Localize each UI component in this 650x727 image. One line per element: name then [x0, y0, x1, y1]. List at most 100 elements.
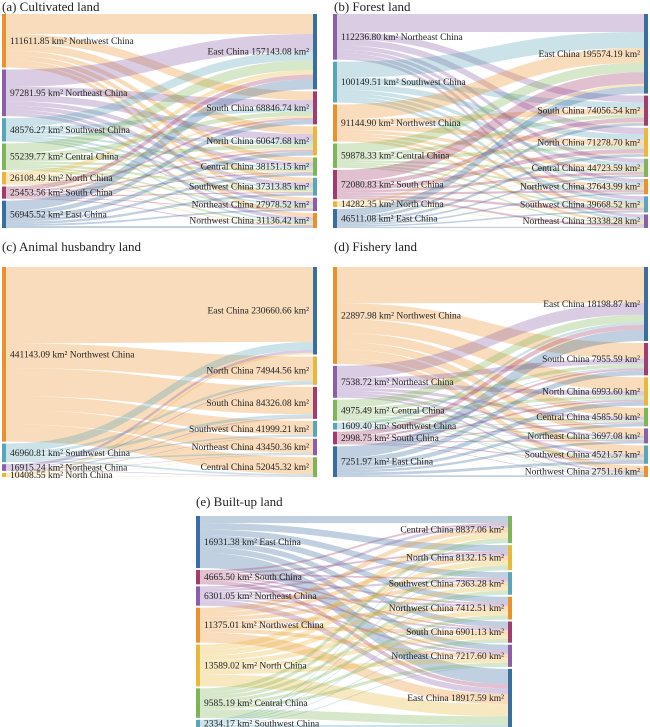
flow-northeast-china-to-northeast-china	[337, 390, 644, 439]
right-node-label: South China 7955.59 km²	[542, 355, 640, 365]
panel-title-forest: (b) Forest land	[334, 0, 411, 14]
flow-southwest-china-to-northwest-china	[200, 618, 508, 724]
flow-northeast-china-to-southwest-china	[337, 52, 644, 200]
flow-north-china-to-southwest-china	[200, 585, 508, 661]
flow-southwest-china-to-southwest-china	[6, 434, 313, 459]
sankey-panel-cultivated-land: 111611.85 km² Northwest China 97281.95 km…	[2, 14, 317, 228]
left-node-label: 10408.55 km² North China	[10, 471, 113, 481]
right-node-label: Northwest China 31136.42 km²	[189, 217, 309, 227]
flow-northwest-china-to-north-china	[6, 343, 313, 381]
flow-south-china-to-southwest-china	[337, 194, 644, 211]
sankey-panel-built-up-land: 16931.38 km² East China 4665.50 km² South…	[196, 516, 512, 727]
flow-northwest-china-to-central-china	[6, 50, 313, 163]
flow-central-china-to-southwest-china	[200, 590, 508, 700]
flow-central-china-to-east-china	[337, 314, 644, 408]
flow-central-china-to-southwest-china	[6, 163, 313, 192]
right-node-label: North China 6993.60 km²	[542, 388, 640, 398]
right-node-central-china	[644, 158, 648, 177]
left-node-label: 55239.77 km² Central China	[10, 153, 119, 163]
right-node-south-china	[508, 621, 512, 643]
right-node-south-china	[644, 342, 648, 376]
left-node-label: 9585.19 km² Central China	[204, 699, 308, 709]
left-node-central-china	[196, 688, 200, 718]
left-node-label: 22897.98 km² Northwest China	[341, 311, 462, 321]
flow-northwest-china-to-southwest-china	[337, 349, 644, 455]
right-node-northeast-china	[508, 644, 512, 667]
flow-northwest-china-to-east-china	[337, 267, 644, 304]
right-node-north-china	[644, 127, 648, 157]
sankey-flows	[337, 267, 644, 477]
flow-northeast-china-to-northeast-china	[6, 109, 313, 205]
flow-east-china-to-northeast-china	[337, 226, 644, 228]
flow-east-china-to-central-china	[337, 423, 644, 471]
panel-title-cultivated: (a) Cultivated land	[2, 0, 100, 14]
right-node-label: South China 84326.08 km²	[206, 399, 309, 409]
flow-south-china-to-northeast-china	[6, 196, 313, 210]
flow-east-china-to-southwest-china	[6, 193, 313, 225]
right-node-label: East China 230660.66 km²	[207, 307, 309, 317]
left-node-south-china	[196, 570, 200, 585]
flow-northwest-china-to-northeast-china	[337, 342, 644, 436]
flow-northwest-china-to-east-china	[6, 14, 313, 34]
flow-east-china-to-south-china	[6, 119, 313, 216]
left-node-southwest-china	[196, 719, 200, 727]
right-node-label: Central China 44723.59 km²	[532, 164, 641, 174]
flow-east-china-to-south-china	[337, 122, 644, 220]
left-node-northwest-china	[333, 267, 337, 364]
flow-northwest-china-to-northwest-china	[337, 358, 644, 472]
right-node-label: Southwest China 7363.28 km²	[389, 579, 504, 589]
flow-northeast-china-to-east-china	[200, 600, 508, 694]
right-node-label: Northeast China 7217.60 km²	[391, 652, 504, 662]
flow-central-china-to-northeast-china	[6, 166, 313, 208]
left-node-label: 11375.01 km² Northwest China	[204, 621, 324, 631]
flow-south-china-to-northeast-china	[200, 578, 508, 653]
flow-northeast-china-to-north-china	[337, 38, 644, 135]
left-node-south-china	[333, 169, 337, 200]
flow-north-china-to-south-china	[6, 115, 313, 179]
flow-south-china-to-east-china	[6, 74, 313, 192]
flow-north-china-to-east-china	[6, 352, 313, 475]
flow-central-china-to-northeast-china	[337, 416, 644, 440]
flow-northwest-china-to-south-china	[6, 368, 313, 415]
panel-title-animal-husbandry: (c) Animal husbandry land	[2, 239, 141, 254]
flow-central-china-to-east-china	[200, 709, 508, 725]
flow-east-china-to-east-china	[337, 329, 644, 458]
left-node-label: 4665.50 km² South China	[204, 573, 303, 583]
flow-north-china-to-east-china	[200, 674, 508, 717]
left-node-northwest-china	[196, 607, 200, 643]
right-node-label: Central China 4585.50 km²	[536, 413, 640, 423]
right-node-label: North China 60647.68 km²	[206, 137, 309, 147]
flow-northwest-china-to-southwest-china	[200, 581, 508, 621]
flow-central-china-to-south-china	[337, 363, 644, 412]
flow-north-china-to-east-china	[6, 69, 313, 177]
flow-central-china-to-northeast-china	[200, 662, 508, 710]
flow-southwest-china-to-northeast-china	[337, 428, 644, 441]
flow-northwest-china-to-north-china	[200, 555, 508, 617]
right-node-label: Central China 8837.06 km²	[400, 526, 504, 536]
flow-southwest-china-to-central-china	[6, 134, 313, 169]
left-node-label: 91144.90 km² Northwest China	[341, 119, 461, 129]
right-node-central-china	[508, 516, 512, 544]
left-node-northeast-china	[333, 14, 337, 60]
left-node-east-china	[333, 209, 337, 228]
flow-southwest-china-to-southwest-china	[200, 593, 508, 723]
flow-central-china-to-east-china	[6, 60, 313, 154]
left-node-label: 112236.80 km² Northeast China	[341, 33, 464, 43]
right-node-label: South China 6901.13 km²	[406, 628, 504, 638]
left-node-label: 59878.33 km² Central China	[341, 152, 450, 162]
flow-northeast-china-to-southwest-china	[6, 105, 313, 187]
flow-central-china-to-south-china	[337, 114, 644, 157]
flow-north-china-to-east-china	[337, 83, 644, 204]
right-node-label: Northwest China 2751.16 km²	[525, 467, 640, 477]
flow-central-china-to-north-china	[337, 395, 644, 415]
left-node-label: 1609.40 km² Southwest China	[341, 422, 457, 432]
flow-east-china-to-east-china	[200, 552, 508, 685]
left-node-northeast-china	[196, 586, 200, 606]
flow-east-china-to-north-china	[337, 401, 644, 468]
flow-east-china-to-east-china	[337, 86, 644, 217]
flow-south-china-to-south-china	[200, 577, 508, 629]
sankey-flows	[337, 14, 644, 228]
flow-east-china-to-northwest-china	[6, 225, 313, 228]
right-node-east-china	[313, 14, 317, 90]
flow-northwest-china-to-central-china	[337, 129, 644, 170]
